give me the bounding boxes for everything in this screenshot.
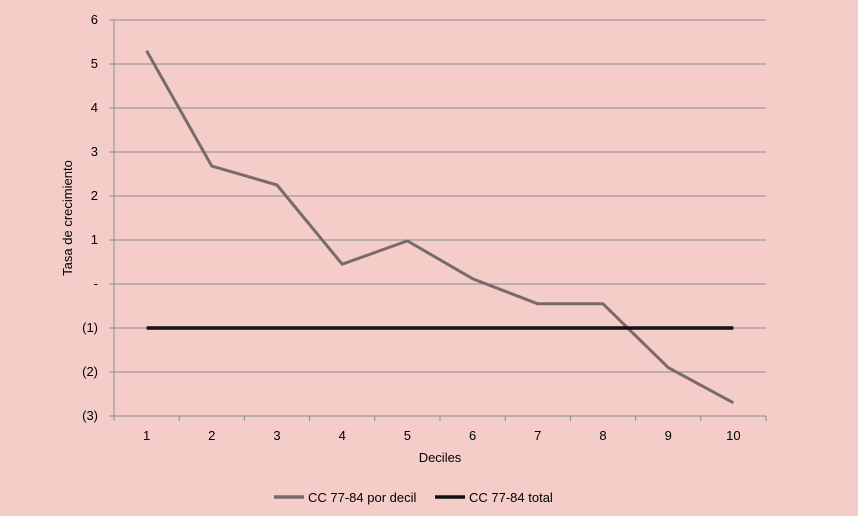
y-tick-label: - xyxy=(94,276,98,291)
x-tick-label: 6 xyxy=(469,428,476,443)
axes xyxy=(113,20,767,421)
x-tick-label: 7 xyxy=(534,428,541,443)
legend-label-1: CC 77-84 por decil xyxy=(308,490,416,505)
y-tick-label: (2) xyxy=(82,364,98,379)
x-tick-label: 5 xyxy=(404,428,411,443)
gridlines xyxy=(109,19,766,417)
y-tick-label: 6 xyxy=(91,12,98,27)
y-tick-labels: 6 5 4 3 2 1 - (1) (2) (3) xyxy=(82,12,98,423)
x-tick-label: 3 xyxy=(273,428,280,443)
x-tick-label: 9 xyxy=(665,428,672,443)
x-tick-label: 4 xyxy=(339,428,346,443)
x-tick-label: 8 xyxy=(599,428,606,443)
x-tick-label: 2 xyxy=(208,428,215,443)
x-tick-label: 10 xyxy=(726,428,740,443)
y-tick-label: 1 xyxy=(91,232,98,247)
y-tick-label: 5 xyxy=(91,56,98,71)
legend-label-2: CC 77-84 total xyxy=(469,490,553,505)
x-tick-label: 1 xyxy=(143,428,150,443)
y-tick-label: (1) xyxy=(82,320,98,335)
legend: CC 77-84 por decil CC 77-84 total xyxy=(274,490,553,505)
y-tick-label: 2 xyxy=(91,188,98,203)
y-axis-label: Tasa de crecimiento xyxy=(60,160,75,276)
x-tick-labels: 1 2 3 4 5 6 7 8 9 10 xyxy=(143,428,741,443)
series-lines xyxy=(145,50,735,405)
y-tick-label: 4 xyxy=(91,100,98,115)
series-line-1 xyxy=(145,50,735,405)
y-tick-label: 3 xyxy=(91,144,98,159)
y-tick-label: (3) xyxy=(82,408,98,423)
x-axis-label: Deciles xyxy=(419,450,462,465)
